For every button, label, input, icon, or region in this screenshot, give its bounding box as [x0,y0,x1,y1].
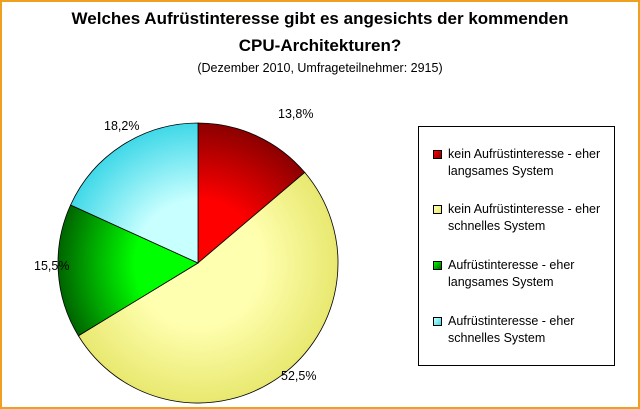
legend-swatch-1 [433,150,442,159]
chart-subtitle: (Dezember 2010, Umfrageteilnehmer: 2915) [197,61,443,75]
legend-label-3-line1: Aufrüstinteresse - eher [448,258,575,272]
legend-label-1-line2: langsames System [448,164,554,178]
data-label-3: 15,5% [34,259,69,273]
pie-slice-2 [77,171,339,404]
legend-label-2-line1: kein Aufrüstinteresse - eher [448,202,601,216]
chart-title-line2: CPU-Architekturen? [238,36,402,55]
pie-slice-1 [197,122,306,264]
legend-label-4-line2: schnelles System [448,331,546,345]
chart-title-line1: Welches Aufrüstinteresse gibt es angesic… [71,9,569,28]
legend: kein Aufrüstinteresse - eher langsames S… [418,126,615,366]
legend-label-2-line2: schnelles System [448,219,546,233]
legend-label-4-line1: Aufrüstinteresse - eher [448,314,575,328]
data-label-1: 13,8% [278,107,313,121]
data-label-2: 52,5% [281,369,316,383]
legend-swatch-3 [433,261,442,270]
legend-label-3-line2: langsames System [448,275,554,289]
pie-slice-4 [70,122,199,264]
legend-label-1-line1: kein Aufrüstinteresse - eher [448,147,601,161]
legend-swatch-4 [433,317,442,326]
data-label-4: 18,2% [104,119,139,133]
legend-swatch-2 [433,205,442,214]
pie-slice-3 [57,204,199,337]
